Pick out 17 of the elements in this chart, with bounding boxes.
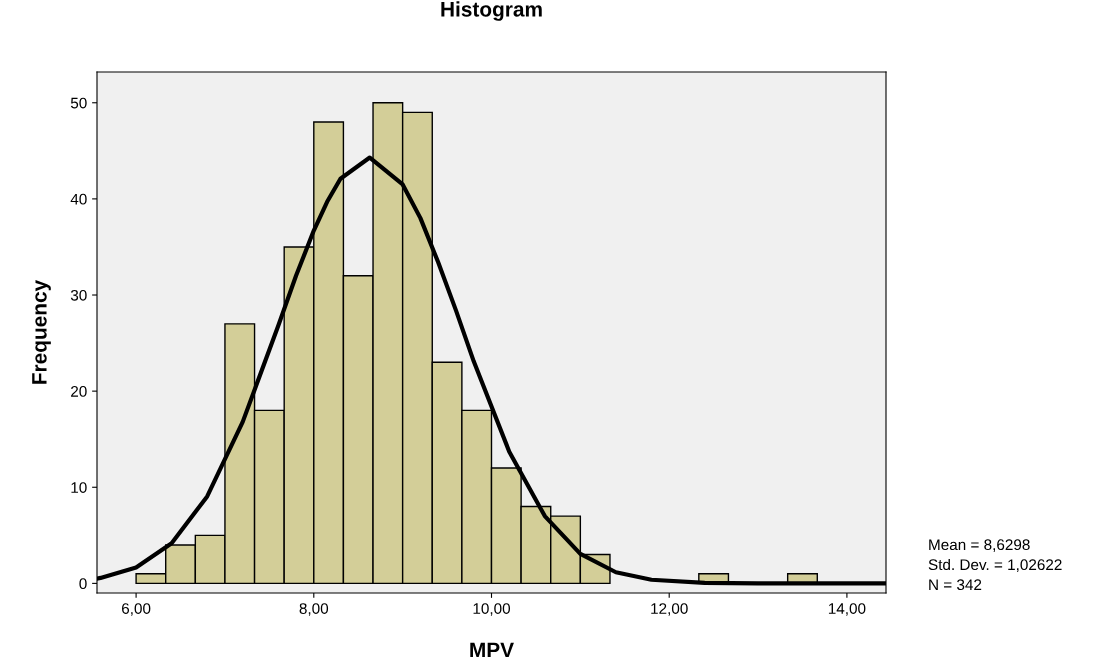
x-tick-label: 6,00 [122, 603, 151, 616]
y-tick-label: 10 [71, 482, 87, 493]
x-axis-title: MPV [470, 642, 514, 658]
chart-title: Histogram [441, 1, 542, 21]
text: Std. Dev. = 1,02622 [928, 558, 1062, 572]
y-tick-label: 30 [70, 289, 87, 301]
y-axis-title: Frequency [32, 279, 51, 384]
text: Mean = 8,6298 [929, 539, 1030, 552]
x-tick-label: 10,00 [473, 603, 511, 616]
y-tick-label: 40 [70, 193, 87, 205]
x-tick-label: 14,00 [828, 603, 866, 616]
y-tick-label: 50 [70, 97, 87, 109]
x-tick-label: 12,00 [651, 603, 688, 616]
y-tick-label: 20 [71, 386, 87, 397]
text: N = 342 [929, 579, 982, 591]
x-tick-label: 8,00 [299, 603, 329, 616]
y-tick-label: 0 [79, 578, 87, 590]
